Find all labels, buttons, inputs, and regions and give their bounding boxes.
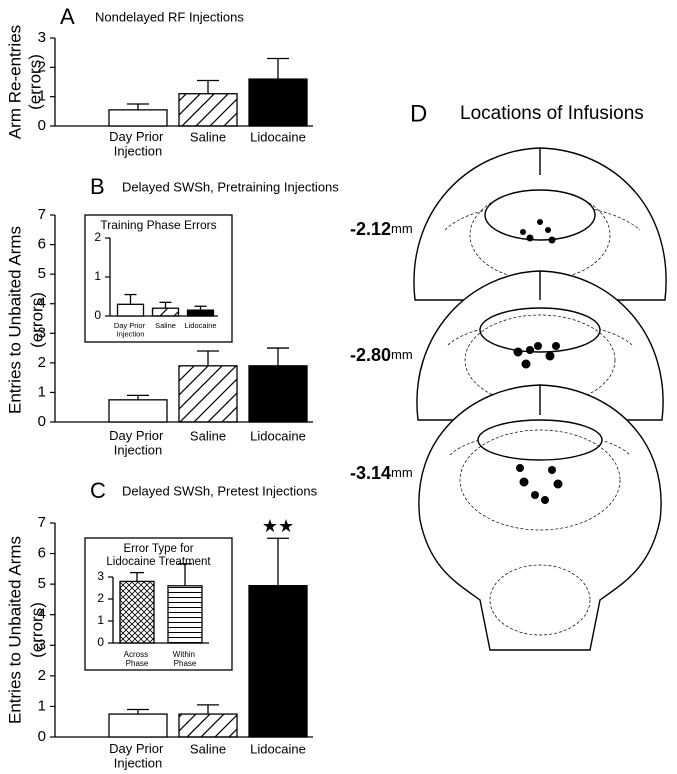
bar	[178, 93, 238, 127]
bar	[248, 78, 308, 127]
y-tick-label: 4	[38, 606, 46, 623]
bar	[248, 365, 308, 423]
y-tick-label: 1	[94, 269, 101, 283]
y-tick-label: 2	[94, 230, 101, 244]
y-tick-label: 5	[38, 265, 46, 282]
y-tick-label: 3	[38, 636, 46, 653]
level-unit: mm	[391, 465, 413, 480]
x-tick-label: Day Prior Injection	[114, 321, 147, 338]
y-tick-label: 1	[38, 88, 46, 105]
x-tick-label: Day Prior Injection	[109, 428, 167, 457]
level-label: -2.12mm	[350, 219, 413, 239]
y-tick-label: 2	[97, 591, 104, 605]
y-tick-label: 2	[38, 58, 46, 75]
x-tick-label: Lidocaine	[184, 321, 216, 330]
y-axis-label: (errors)	[25, 54, 44, 110]
inset-frame	[84, 537, 233, 671]
bar	[119, 580, 155, 644]
panel-title: Locations of Infusions	[460, 103, 644, 124]
level-unit: mm	[391, 221, 413, 236]
bar	[108, 399, 168, 423]
y-tick-label: 1	[97, 613, 104, 627]
level-value: -3.14	[350, 463, 391, 483]
x-tick-label: Within Phase	[173, 650, 197, 668]
chart-title: Delayed SWSh, Pretest Injections	[122, 483, 318, 498]
x-tick-label: Day Prior Injection	[109, 129, 167, 158]
y-tick-label: 0	[38, 413, 46, 430]
level-label: -3.14mm	[350, 463, 413, 483]
level-value: -2.12	[350, 219, 391, 239]
bar	[178, 365, 238, 423]
y-tick-label: 3	[38, 29, 46, 46]
level-label: -2.80mm	[350, 345, 413, 365]
panel-letter: A	[60, 4, 75, 29]
chart-title: Nondelayed RF Injections	[95, 9, 244, 24]
x-tick-label: Lidocaine	[250, 741, 306, 756]
x-tick-label: Day Prior Injection	[109, 741, 167, 770]
y-tick-label: 6	[38, 545, 46, 562]
bar	[248, 585, 308, 738]
y-tick-label: 0	[38, 728, 46, 745]
y-tick-label: 1	[38, 383, 46, 400]
bar	[167, 585, 203, 644]
y-axis-label: (errors)	[27, 602, 46, 658]
y-tick-label: 0	[38, 117, 46, 134]
inset-title: Lidocaine Treatment	[106, 556, 211, 568]
y-tick-label: 2	[38, 354, 46, 371]
y-tick-label: 0	[97, 635, 104, 649]
y-axis-label: Arm Re-entries	[5, 25, 24, 139]
panel-letter: C	[90, 478, 106, 503]
y-axis-label: (errors)	[27, 292, 46, 348]
y-tick-label: 2	[38, 667, 46, 684]
y-tick-label: 7	[38, 514, 46, 531]
inset-title: Training Phase Errors	[100, 218, 216, 232]
x-tick-label: Across Phase	[124, 650, 151, 668]
level-value: -2.80	[350, 345, 391, 365]
bar	[186, 309, 215, 317]
x-tick-label: Saline	[190, 428, 226, 443]
y-axis-label: Entries to Unbaited Arms	[5, 536, 24, 724]
bar	[108, 109, 168, 127]
y-tick-label: 1	[38, 697, 46, 714]
y-tick-label: 7	[38, 206, 46, 223]
x-tick-label: Lidocaine	[250, 129, 306, 144]
bar	[151, 307, 180, 317]
brain-sections	[413, 147, 667, 651]
level-unit: mm	[391, 347, 413, 362]
bar	[116, 303, 145, 317]
inset-title: Error Type for	[123, 543, 193, 555]
chart-title: Delayed SWSh, Pretraining Injections	[122, 179, 339, 194]
y-tick-label: 5	[38, 575, 46, 592]
y-tick-label: 3	[38, 324, 46, 341]
significance-mark: ★★	[262, 516, 294, 536]
y-tick-label: 0	[94, 308, 101, 322]
x-tick-label: Saline	[155, 321, 176, 330]
y-tick-label: 4	[38, 295, 46, 312]
bar	[108, 713, 168, 738]
y-tick-label: 3	[97, 569, 104, 583]
bar	[178, 713, 238, 738]
y-tick-label: 6	[38, 236, 46, 253]
x-tick-label: Lidocaine	[250, 428, 306, 443]
y-axis-label: Entries to Unbaited Arms	[5, 226, 24, 414]
panel-letter: D	[410, 100, 427, 127]
panel-letter: B	[90, 174, 105, 199]
x-tick-label: Saline	[190, 129, 226, 144]
x-tick-label: Saline	[190, 741, 226, 756]
